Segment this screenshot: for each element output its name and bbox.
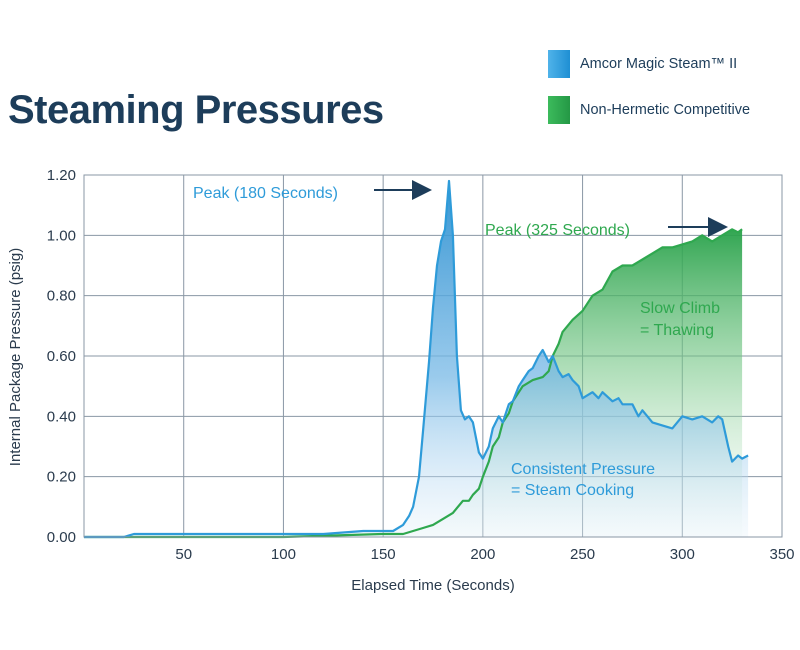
annotation-thawing: = Thawing <box>640 322 714 339</box>
series-area-amcor <box>84 181 749 537</box>
x-tick-labels: 50 100 150 200 250 300 350 <box>175 546 794 563</box>
legend-swatch-competitive <box>548 96 570 124</box>
plot-frame <box>83 174 783 538</box>
x-tick-label: 250 <box>570 546 595 563</box>
series-line-amcor <box>84 179 749 539</box>
x-tick-label: 50 <box>175 546 192 563</box>
y-tick-labels: 0.00 0.20 0.40 0.60 0.80 1.00 1.20 <box>47 167 76 546</box>
series-line-competitive <box>84 228 743 539</box>
x-tick-label: 150 <box>371 546 396 563</box>
y-tick-label: 0.20 <box>47 469 76 486</box>
legend-swatch-amcor <box>548 50 570 78</box>
legend-item-competitive: Non-Hermetic Competitive <box>548 96 750 124</box>
x-tick-label: 300 <box>670 546 695 563</box>
series-areas <box>84 181 749 538</box>
annotation-peak-blue: Peak (180 Seconds) <box>193 185 338 202</box>
y-tick-label: 1.20 <box>47 167 76 184</box>
annotation-peak-green: Peak (325 Seconds) <box>485 222 630 239</box>
y-tick-label: 0.00 <box>47 529 76 546</box>
chart-title: Steaming Pressures <box>8 88 384 132</box>
series-lines <box>84 179 749 539</box>
legend-label-amcor: Amcor Magic Steam™ II <box>580 56 738 72</box>
x-tick-label: 100 <box>271 546 296 563</box>
y-tick-label: 0.40 <box>47 408 76 425</box>
annotation-consistent-pressure: Consistent Pressure <box>511 461 655 478</box>
y-tick-label: 0.60 <box>47 348 76 365</box>
annotation-slow-climb: Slow Climb <box>640 300 720 317</box>
legend-label-competitive: Non-Hermetic Competitive <box>580 102 751 118</box>
x-tick-label: 350 <box>769 546 794 563</box>
y-tick-label: 1.00 <box>47 227 76 244</box>
legend: Amcor Magic Steam™ II Non-Hermetic Compe… <box>548 50 750 142</box>
y-tick-label: 0.80 <box>47 288 76 305</box>
legend-item-amcor: Amcor Magic Steam™ II <box>548 50 750 78</box>
x-tick-label: 200 <box>470 546 495 563</box>
x-axis-label: Elapsed Time (Seconds) <box>351 577 514 594</box>
annotation-steam-cooking: = Steam Cooking <box>511 482 634 499</box>
y-axis-label: Internal Package Pressure (psig) <box>7 248 24 466</box>
